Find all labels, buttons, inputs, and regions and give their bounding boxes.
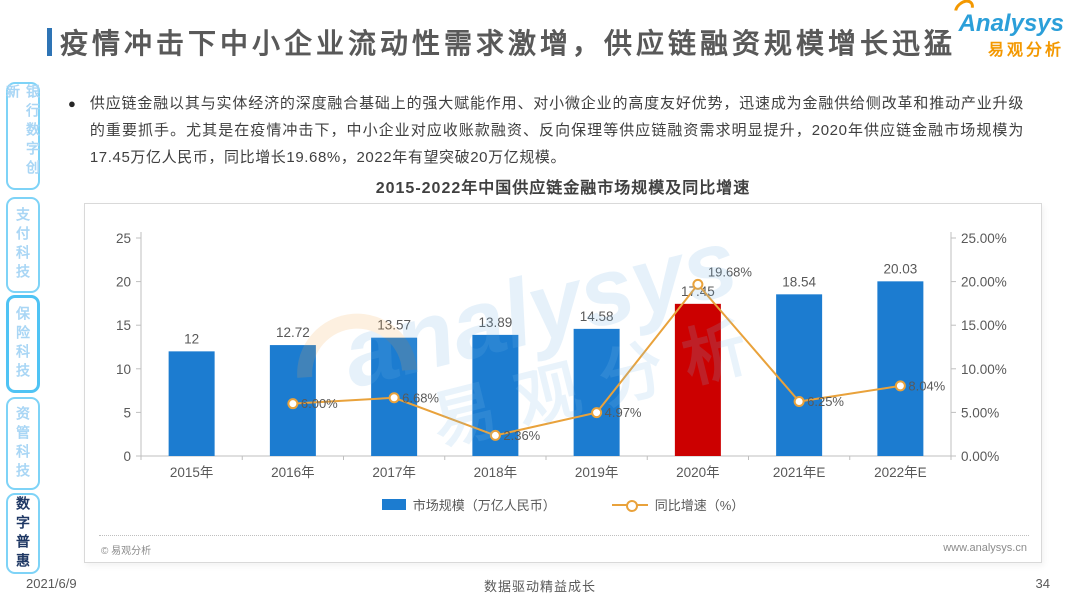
- legend-item-market-size: 市场规模（万亿人民币）: [381, 495, 556, 514]
- logo-chinese-name: 易观分析: [987, 42, 1064, 59]
- chart-footer-divider: [99, 535, 1029, 536]
- growth-value-label: 8.04%: [908, 378, 945, 393]
- legend-item-growth: 同比增速（%）: [611, 495, 745, 514]
- summary-bullet: ● 供应链金融以其与实体经济的深度融合基础上的强大赋能作用、对小微企业的高度友好…: [68, 90, 1024, 171]
- footer-slogan: 数据驱动精益成长: [483, 579, 596, 594]
- sidebar-tab-insurance-tech[interactable]: 保险科技: [6, 295, 40, 393]
- sidebar-tab-payment-tech[interactable]: 支付科技: [6, 197, 40, 293]
- bar-value-label: 12.72: [276, 325, 310, 340]
- line-marker: [692, 278, 704, 290]
- chart-container: 0 5 10 15 20 25 0.00% 5.00% 10.00% 15.00% 20.00% 25…: [84, 203, 1042, 563]
- x-axis-label: 2019年: [575, 465, 619, 480]
- page-title: 疫情冲击下中小企业流动性需求激增，供应链融资规模增长迅猛: [60, 28, 957, 59]
- sidebar-tab-label: 数字普惠: [15, 495, 31, 572]
- bar-value-label: 14.58: [580, 309, 614, 324]
- bar-value-label: 18.54: [782, 274, 816, 289]
- line-marker: [388, 392, 400, 404]
- sidebar-tab-asset-management-tech[interactable]: 资管科技: [6, 397, 40, 490]
- x-axis-label: 2016年: [271, 465, 315, 480]
- line-marker: [894, 380, 906, 392]
- combo-chart: 0 5 10 15 20 25 0.00% 5.00% 10.00% 15.00% 20.00% 25…: [116, 231, 1007, 480]
- analysys-logo: Analysys 易观分析: [932, 0, 1064, 60]
- y-axis-right-label: 25.00%: [961, 231, 1007, 246]
- legend-line-swatch-icon: [611, 499, 648, 512]
- sidebar-tab-label: 资管科技: [15, 405, 31, 482]
- summary-text: 供应链金融以其与实体经济的深度融合基础上的强大赋能作用、对小微企业的高度友好优势…: [89, 95, 1024, 166]
- chart-copyright: © 易观分析: [101, 546, 152, 557]
- chart-title: 2015-2022年中国供应链金融市场规模及同比增速: [375, 180, 751, 197]
- logo-name: Analysys: [958, 10, 1064, 37]
- growth-value-label: 6.68%: [402, 390, 439, 405]
- x-axis-label: 2018年: [474, 465, 518, 480]
- x-axis-label: 2015年: [170, 465, 214, 480]
- growth-value-label: 19.68%: [708, 264, 753, 279]
- x-axis-label: 2022年E: [874, 465, 927, 480]
- page-number: 34: [1035, 576, 1050, 591]
- bar-value-label: 13.89: [478, 315, 512, 330]
- y-axis-right-label: 5.00%: [961, 405, 999, 420]
- bar-value-label: 12: [184, 331, 199, 346]
- y-axis-right-label: 10.00%: [961, 362, 1007, 377]
- title-accent-bar: [47, 28, 52, 56]
- y-axis-right-label: 20.00%: [961, 275, 1007, 290]
- chart-footer: © 易观分析 www.analysys.cn: [101, 542, 1027, 557]
- bar-value-label: 13.57: [377, 318, 411, 333]
- bar-value-label: 20.03: [883, 261, 917, 276]
- growth-value-label: 2.36%: [503, 428, 540, 443]
- x-axis-label: 2017年: [372, 465, 416, 480]
- bar: [674, 303, 721, 456]
- bar: [168, 351, 215, 456]
- y-axis-left-label: 20: [116, 275, 131, 290]
- y-axis-left-label: 0: [123, 449, 131, 464]
- sidebar-tab-digital-inclusion[interactable]: 数字普惠: [6, 493, 40, 574]
- sidebar-tab-label: 保险科技: [15, 306, 31, 382]
- growth-value-label: 4.97%: [605, 405, 642, 420]
- y-axis-right-label: 0.00%: [961, 449, 999, 464]
- bullet-marker: ●: [68, 96, 76, 111]
- legend-bar-swatch-icon: [381, 499, 406, 510]
- legend-label: 同比增速（%）: [654, 498, 745, 513]
- chart-legend: 市场规模（万亿人民币） 同比增速（%）: [85, 495, 1041, 514]
- y-axis-left-label: 5: [123, 405, 131, 420]
- y-axis-left-label: 10: [116, 362, 131, 377]
- growth-value-label: 6.00%: [301, 396, 338, 411]
- sidebar-tab-label: 支付科技: [15, 207, 31, 283]
- line-marker: [793, 396, 805, 407]
- line-marker: [489, 429, 501, 441]
- legend-label: 市场规模（万亿人民币）: [412, 498, 556, 513]
- sidebar-tab-banking-digital-innovation[interactable]: 银行数字创新: [5, 82, 41, 190]
- line-marker: [591, 407, 603, 419]
- x-axis-label: 2021年E: [773, 465, 826, 480]
- growth-value-label: 6.25%: [807, 394, 844, 409]
- y-axis-right-label: 15.00%: [961, 318, 1007, 333]
- bar: [877, 281, 924, 456]
- chart-website: www.analysys.cn: [943, 542, 1027, 554]
- footer-date: 2021/6/9: [26, 576, 77, 591]
- logo-wordmark: Analysys: [950, 0, 1064, 38]
- x-axis-label: 2020年: [676, 465, 720, 480]
- y-axis-left-label: 25: [116, 231, 131, 246]
- line-marker: [287, 398, 299, 410]
- sidebar-tab-label: 银行数字创新: [5, 84, 41, 179]
- bar: [776, 294, 823, 456]
- y-axis-left-label: 15: [116, 318, 131, 333]
